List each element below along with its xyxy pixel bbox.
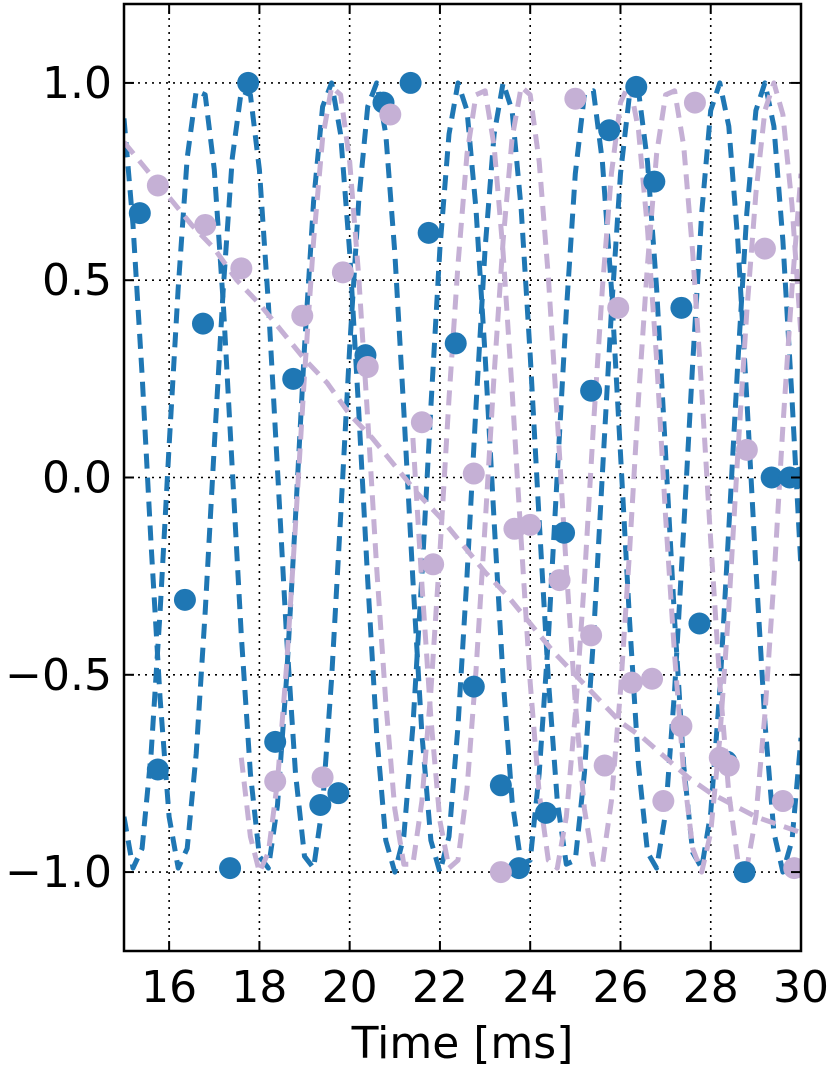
series-line-3 xyxy=(238,80,801,875)
data-point xyxy=(462,675,485,698)
data-point xyxy=(553,521,576,544)
data-point xyxy=(753,237,776,260)
x-tick-label: 22 xyxy=(412,962,468,1013)
data-point xyxy=(309,794,332,817)
data-point xyxy=(607,296,630,319)
data-point xyxy=(264,730,287,753)
data-point xyxy=(128,202,151,225)
data-point xyxy=(282,367,305,390)
data-point xyxy=(356,356,379,379)
y-tick-label: −1.0 xyxy=(5,847,112,898)
x-tick-label: 16 xyxy=(141,962,197,1013)
data-point xyxy=(327,782,350,805)
data-point xyxy=(399,71,422,94)
data-point xyxy=(760,466,783,489)
x-tick-label: 26 xyxy=(592,962,648,1013)
series-line-2 xyxy=(124,140,801,835)
y-tick-label: 1.0 xyxy=(42,58,112,109)
data-point xyxy=(489,861,512,884)
series-line-1 xyxy=(124,80,801,875)
data-point xyxy=(194,213,217,236)
data-point xyxy=(379,103,402,126)
x-tick-label: 20 xyxy=(322,962,378,1013)
data-point xyxy=(717,754,740,777)
data-point xyxy=(670,296,693,319)
data-point xyxy=(598,119,621,142)
data-point xyxy=(593,754,616,777)
data-point xyxy=(620,671,643,694)
data-point xyxy=(173,588,196,611)
data-point xyxy=(230,257,253,280)
data-point xyxy=(417,221,440,244)
data-point xyxy=(444,332,467,355)
data-point xyxy=(534,801,557,824)
data-point xyxy=(191,312,214,335)
data-point xyxy=(643,170,666,193)
data-point xyxy=(489,774,512,797)
data-point xyxy=(219,857,242,880)
data-point xyxy=(683,91,706,114)
data-point xyxy=(625,75,648,98)
grid xyxy=(124,4,802,951)
data-point xyxy=(641,667,664,690)
data-point xyxy=(580,624,603,647)
data-point xyxy=(507,857,530,880)
data-point xyxy=(733,861,756,884)
y-tick-label: −0.5 xyxy=(5,650,112,701)
y-tick-label: 0.0 xyxy=(42,453,112,504)
x-tick-label: 28 xyxy=(683,962,739,1013)
data-point xyxy=(331,261,354,284)
data-point xyxy=(580,379,603,402)
data-point xyxy=(564,87,587,110)
data-point xyxy=(311,766,334,789)
data-point xyxy=(688,612,711,635)
data-point xyxy=(291,304,314,327)
x-tick-label: 18 xyxy=(231,962,287,1013)
data-point xyxy=(410,411,433,434)
data-point xyxy=(146,758,169,781)
data-point xyxy=(652,790,675,813)
data-point xyxy=(771,790,794,813)
x-tick-label: 24 xyxy=(502,962,558,1013)
data-point xyxy=(146,174,169,197)
data-point xyxy=(519,513,542,536)
data-point xyxy=(264,770,287,793)
data-point xyxy=(783,857,801,880)
series-line-4 xyxy=(410,84,801,871)
x-axis-title: Time [ms] xyxy=(351,1018,574,1067)
axis-ticks: 16 18 20 22 24 26 28 30 1.0 0.5 0.0 −0.5 −1.0 xyxy=(5,4,829,1013)
y-tick-label: 0.5 xyxy=(42,255,112,306)
data-point xyxy=(422,553,445,576)
data-point xyxy=(237,71,260,94)
data-point xyxy=(670,715,693,738)
data-point xyxy=(548,569,571,592)
data-point xyxy=(735,438,758,461)
data-point xyxy=(462,462,485,485)
plot-series xyxy=(124,71,801,884)
x-tick-label: 30 xyxy=(773,962,829,1013)
